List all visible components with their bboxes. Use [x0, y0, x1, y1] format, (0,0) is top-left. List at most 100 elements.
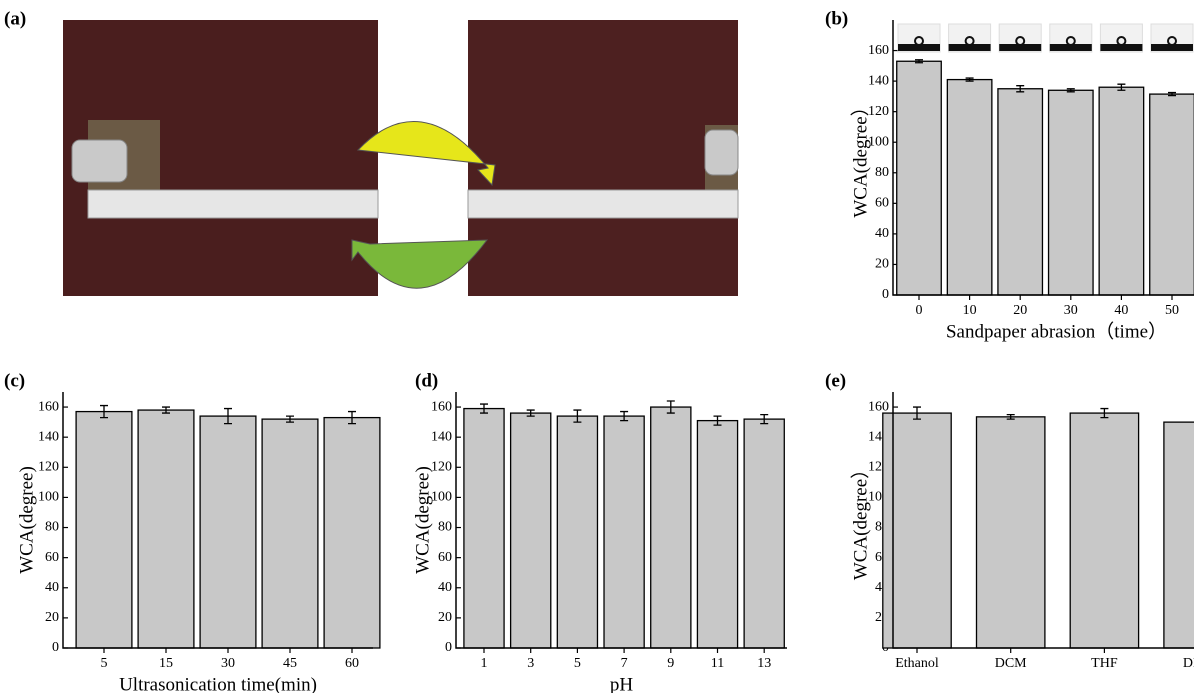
x-tick-label: 30	[1064, 303, 1078, 318]
droplet-image	[1015, 36, 1026, 46]
ruler	[467, 189, 739, 219]
x-tick-label: 5	[574, 656, 581, 671]
bar	[1069, 412, 1140, 649]
y-tick-label: 20	[438, 610, 452, 625]
error-bar	[286, 415, 294, 423]
droplet-image	[898, 44, 940, 51]
x-tick-label: 45	[283, 656, 297, 671]
x-tick-label: 15	[159, 656, 173, 671]
panel-label: (d)	[415, 370, 438, 391]
y-tick-label: 120	[38, 460, 59, 475]
x-tick-label: 13	[757, 656, 771, 671]
y-tick-label: 100	[38, 490, 59, 505]
error-bar	[965, 77, 974, 82]
y-tick-label: 0	[882, 287, 889, 302]
droplet-image	[914, 36, 924, 46]
error-bar	[480, 403, 488, 414]
y-axis-label: WCA(degree）	[849, 97, 871, 217]
bar	[743, 418, 785, 649]
x-tick-label: 10	[963, 303, 977, 318]
droplet-image	[1167, 36, 1177, 46]
x-tick-label: 0	[916, 303, 923, 318]
error-bar	[1100, 407, 1109, 419]
y-tick-label: 40	[438, 580, 452, 595]
error-bar	[348, 410, 356, 425]
droplet-image	[1049, 44, 1092, 51]
y-tick-label: 0	[52, 640, 59, 655]
x-tick-label: DCM	[995, 656, 1027, 671]
bar	[1163, 421, 1194, 649]
x-tick-label: DMF	[1183, 656, 1194, 671]
x-tick-label: 40	[1114, 303, 1128, 318]
error-bar	[666, 400, 675, 414]
error-bar	[162, 406, 170, 414]
x-axis-label: Ultrasonication time(min)	[119, 674, 317, 693]
y-tick-label: 140	[431, 429, 452, 444]
bar	[556, 415, 599, 649]
error-bar	[1066, 88, 1075, 93]
x-tick-label: 7	[621, 656, 628, 671]
axis-frame	[892, 392, 1194, 649]
axis-frame	[455, 392, 787, 649]
x-axis-label: pH	[610, 674, 634, 693]
error-bar	[1006, 413, 1015, 420]
panel-label: (a)	[4, 8, 26, 29]
bar	[463, 407, 505, 649]
bar	[650, 406, 692, 649]
y-tick-label: 20	[875, 257, 889, 272]
bar	[946, 78, 993, 296]
x-axis-label: Sandpaper abrasion（time）	[946, 320, 1167, 342]
error-bar	[100, 404, 108, 419]
x-tick-label: 60	[345, 656, 359, 671]
error-bar	[1168, 91, 1176, 97]
y-tick-label: 100	[868, 134, 889, 149]
weight	[704, 129, 739, 176]
droplet-image	[948, 44, 991, 51]
y-tick-label: 120	[431, 460, 452, 475]
error-bar	[526, 409, 535, 417]
error-bar	[224, 407, 232, 425]
droplet-image	[964, 36, 975, 46]
x-tick-label: 20	[1013, 303, 1027, 318]
droplet-image	[1065, 36, 1076, 46]
x-tick-label: Ethanol	[895, 656, 939, 671]
y-tick-label: 40	[875, 226, 889, 241]
error-bar	[573, 409, 582, 423]
y-tick-label: 40	[45, 580, 59, 595]
bar	[199, 415, 257, 649]
y-tick-label: 100	[431, 490, 452, 505]
y-tick-label: 0	[445, 640, 452, 655]
y-tick-label: 60	[875, 196, 889, 211]
droplet-image	[999, 44, 1042, 51]
arrow	[351, 239, 489, 289]
panel-label: (e)	[825, 370, 846, 391]
x-tick-label: 30	[221, 656, 235, 671]
y-tick-label: 60	[45, 550, 59, 565]
x-tick-label: 1	[481, 656, 488, 671]
bar	[137, 409, 195, 649]
bar	[696, 419, 739, 649]
y-axis-label: WCA(degree）	[849, 460, 871, 580]
x-tick-label: THF	[1091, 656, 1118, 671]
y-tick-label: 80	[438, 520, 452, 535]
y-axis-label: WCA(degree)	[412, 466, 433, 574]
bar	[323, 416, 381, 649]
error-bar	[713, 415, 722, 426]
panel-label: (b)	[825, 8, 848, 29]
y-axis-label: WCA(degree)	[16, 466, 37, 574]
x-tick-label: 50	[1165, 303, 1179, 318]
arrow	[356, 120, 496, 187]
error-bar	[620, 410, 629, 422]
y-tick-label: 160	[868, 43, 889, 58]
y-tick-label: 160	[38, 399, 59, 414]
y-tick-label: 80	[45, 520, 59, 535]
bar	[261, 418, 319, 649]
photo-a	[63, 20, 739, 296]
error-bar	[1016, 85, 1025, 93]
x-tick-label: 9	[667, 656, 674, 671]
x-tick-label: 3	[527, 656, 534, 671]
bar	[896, 60, 942, 296]
error-bar	[913, 406, 921, 420]
y-tick-label: 80	[875, 165, 889, 180]
axis-frame	[892, 20, 1194, 296]
